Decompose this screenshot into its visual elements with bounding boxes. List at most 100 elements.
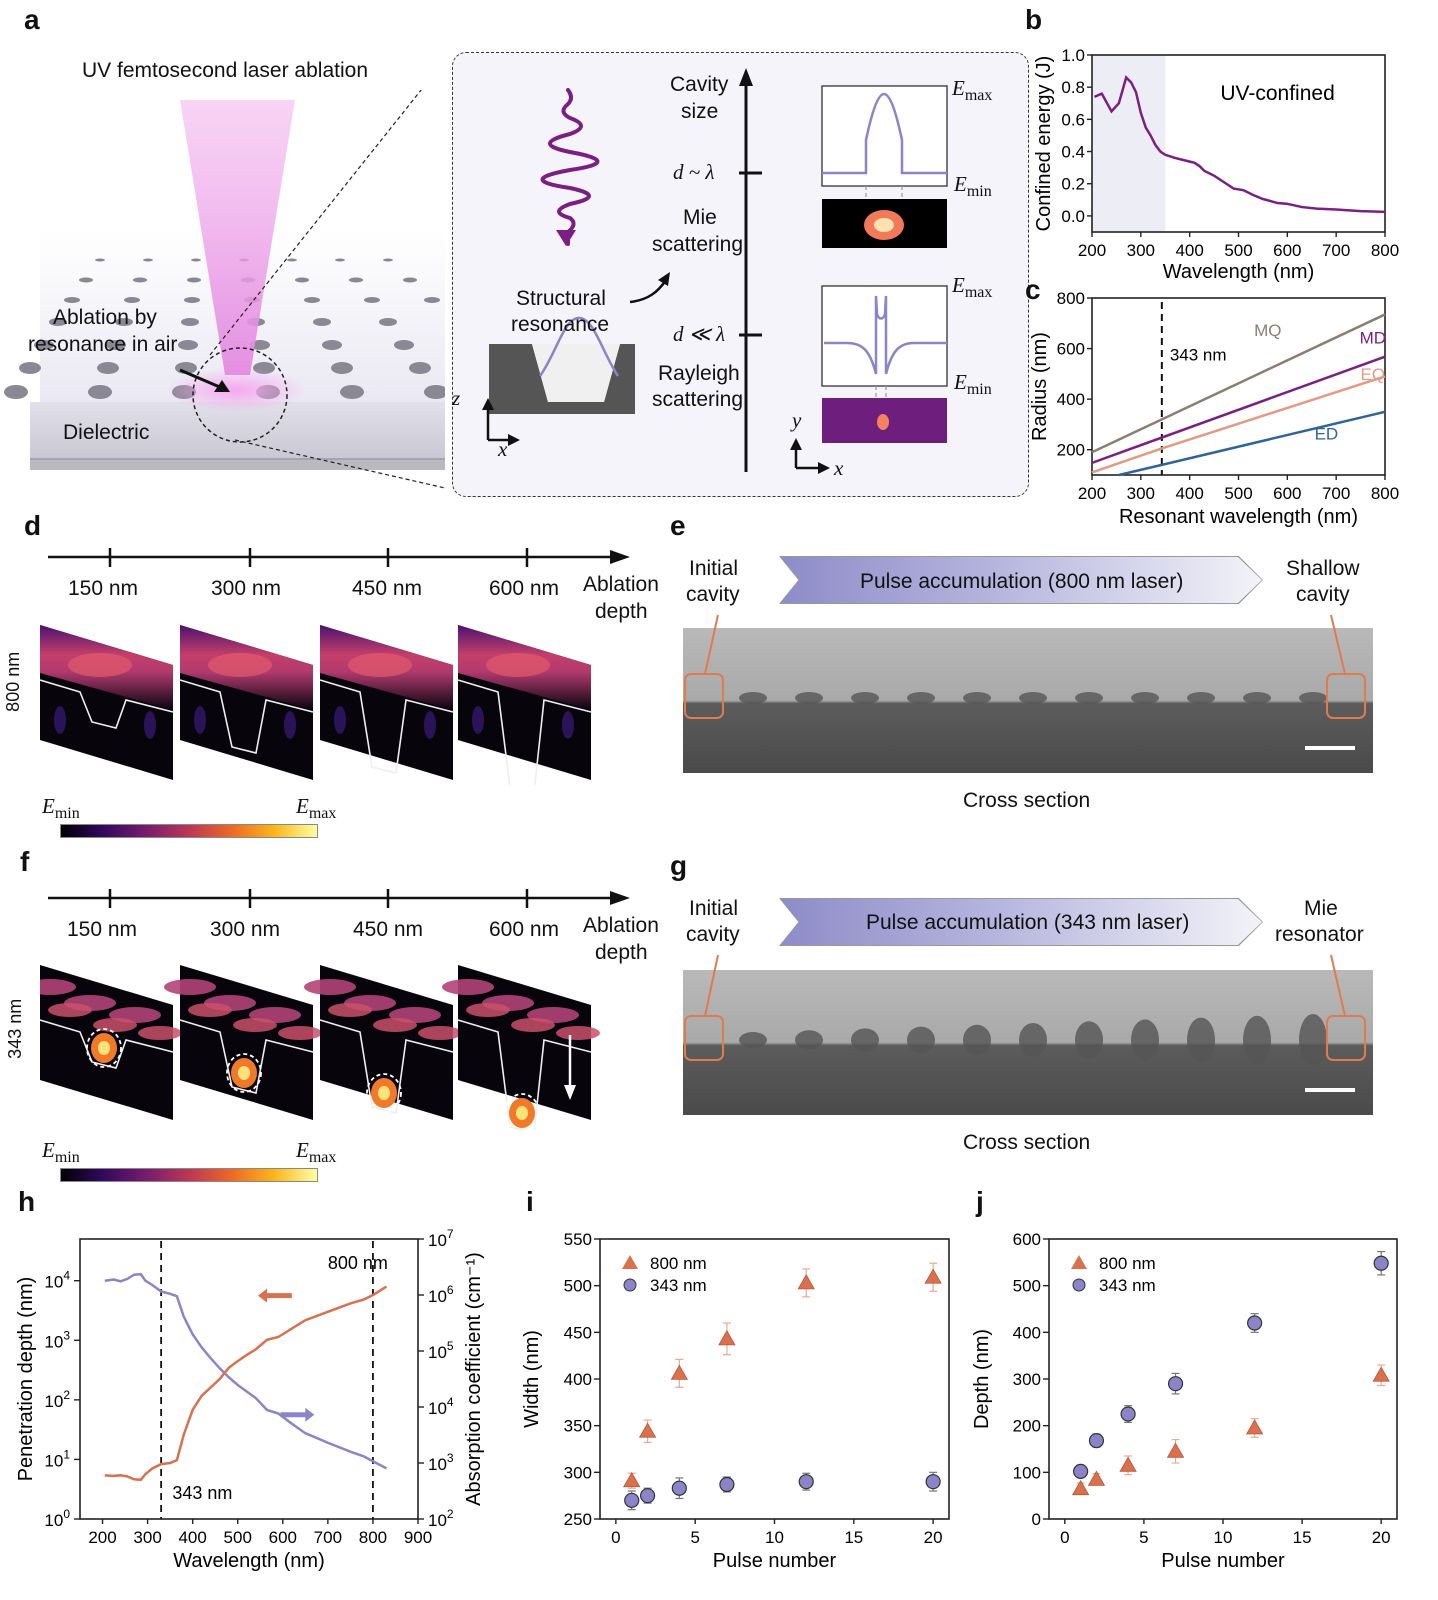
cavity-hole xyxy=(97,362,119,374)
e-left-label-1: Initial xyxy=(689,557,739,580)
data-point-800nm xyxy=(670,1364,689,1380)
e-right-label-2: cavity xyxy=(1296,583,1350,606)
field-speckle xyxy=(424,711,436,739)
y-tick-label: 550 xyxy=(564,1230,592,1249)
depth-label-300: 300 nm xyxy=(210,918,281,941)
chart-b-confined-energy: 200 300 400 500 600 700 800 0.0 0.2 0.4 0.6 0.8 1.0 U… xyxy=(1033,46,1399,283)
legend-marker-343nm xyxy=(1072,1278,1086,1292)
axis-x-label: x xyxy=(498,437,508,461)
x-tick-label: 500 xyxy=(224,1528,252,1547)
cavity-hole xyxy=(304,297,320,303)
rayleigh-profile-curve xyxy=(824,295,947,375)
axis-x2-label: x xyxy=(834,456,844,480)
sem-cavity xyxy=(907,1026,935,1054)
cavity-hole xyxy=(79,277,93,283)
emin-label-2: Emin xyxy=(954,370,992,399)
cavity-hole xyxy=(106,340,126,350)
cavity-hole xyxy=(95,258,105,262)
series-line-md xyxy=(1091,355,1386,465)
resonance-outline xyxy=(366,1073,402,1113)
cavity-cross-section xyxy=(489,344,635,414)
data-point-343nm xyxy=(1120,1406,1136,1422)
colorbar-d xyxy=(60,824,318,838)
y-tick-exponent: 1 xyxy=(63,1447,70,1461)
cavity-outline xyxy=(319,679,454,774)
field-hotspot xyxy=(348,653,412,677)
cavity-hole xyxy=(124,297,140,303)
arrow-right-head xyxy=(305,1407,315,1422)
g-arrow-text: Pulse accumulation (343 nm laser) xyxy=(866,911,1190,934)
cavity-outline xyxy=(457,679,592,785)
laser-beam xyxy=(180,100,295,375)
x-tick-label: 5 xyxy=(690,1528,699,1547)
y-axis-label: Depth (nm) xyxy=(971,1329,993,1429)
g-left-label-1: Initial xyxy=(689,897,739,920)
y-tick-label: 300 xyxy=(1013,1370,1041,1389)
y-tick-exponent: 2 xyxy=(63,1388,70,1402)
vline-343-label: 343 nm xyxy=(172,1483,232,1503)
y-tick-label: 0.0 xyxy=(1061,207,1085,226)
data-point-343nm xyxy=(1073,1463,1089,1479)
axis-z-label: z xyxy=(452,386,461,410)
sem-cavity xyxy=(1075,1021,1103,1059)
cavity-hole xyxy=(19,362,41,374)
emax-symbol: E xyxy=(952,273,965,297)
cavity-hole xyxy=(88,385,112,399)
y-right-tick-label: 103 xyxy=(428,1451,454,1474)
cbar-d-min: Emin xyxy=(42,794,80,823)
emax-sub: max xyxy=(964,87,993,105)
emin-symbol: E xyxy=(954,370,967,394)
x-axis-2-arrowhead xyxy=(818,462,830,474)
cavity-size-axis-arrowhead xyxy=(739,68,753,86)
depth-label-300: 300 nm xyxy=(211,577,282,600)
field-map-3 xyxy=(304,965,462,1120)
initial-cavity-box xyxy=(684,673,724,719)
x-axis-label: Wavelength (nm) xyxy=(1163,261,1315,283)
structural-label-1: Structural xyxy=(516,287,606,310)
cavity-hole xyxy=(424,385,445,399)
y-right-tick-label: 104 xyxy=(428,1395,454,1418)
cavity-size-label-2: size xyxy=(681,100,719,123)
field-hotspot xyxy=(486,653,550,677)
x-tick-label: 700 xyxy=(1322,241,1350,260)
arrow-left-head xyxy=(258,1288,268,1303)
g-pulse-arrow xyxy=(780,899,1262,945)
mie-profile-box xyxy=(821,85,948,187)
series-line-eq xyxy=(1091,375,1386,474)
sem-cavity xyxy=(795,1030,823,1050)
cavity-outline xyxy=(457,1019,592,1130)
field-hotspot xyxy=(68,653,132,677)
series-line-mq xyxy=(1091,313,1386,454)
data-point-800nm xyxy=(638,1422,657,1438)
x-tick-label: 200 xyxy=(1078,241,1106,260)
field-lobe xyxy=(373,1018,417,1032)
series-line-ed xyxy=(1118,410,1386,477)
ablation-label-2: resonance in air xyxy=(28,333,178,356)
cbar-min-symbol: E xyxy=(42,794,55,818)
depth-label-150: 150 nm xyxy=(67,918,138,941)
depth-axis-arrowhead xyxy=(610,891,630,905)
absorption-coefficient-line xyxy=(104,1285,388,1482)
g-caption: Cross section xyxy=(963,1131,1091,1154)
emin-sub: min xyxy=(966,183,992,201)
e-caption: Cross section xyxy=(963,789,1091,812)
y-tick-label: 104 xyxy=(44,1269,70,1292)
resonance-outline xyxy=(226,1053,262,1093)
x-tick-label: 900 xyxy=(404,1528,432,1547)
tick-label-rayleigh: d ≪ λ xyxy=(673,322,726,346)
cbar-f-max: Emax xyxy=(296,1138,336,1167)
data-point-800nm xyxy=(718,1330,736,1346)
mechanism-inset-graphics xyxy=(482,68,948,474)
depth-axis-arrowhead xyxy=(610,550,630,564)
sem-cavity xyxy=(907,692,935,704)
g-sem-annotations xyxy=(684,954,1366,1092)
data-point-343nm xyxy=(1373,1255,1389,1271)
sem-cavity xyxy=(739,692,767,704)
cavity-hole xyxy=(394,340,414,350)
plot-frame xyxy=(1091,297,1386,476)
chart-h-penetration: 200 300 400 500 600 700 800 9001001011021031041… xyxy=(15,1227,485,1572)
x-axis-label: Resonant wavelength (nm) xyxy=(1119,506,1358,528)
y-tick-label: 400 xyxy=(1057,390,1085,409)
field-lobe xyxy=(278,1026,322,1040)
cavity-hole xyxy=(187,277,201,283)
